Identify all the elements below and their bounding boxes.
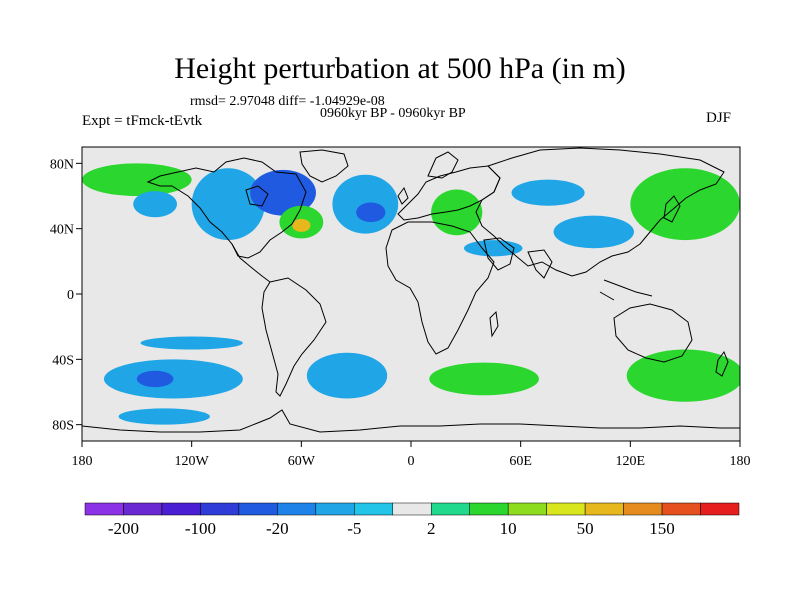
colorbar-label-2: -20 bbox=[266, 519, 289, 538]
coastlines bbox=[82, 147, 740, 433]
coastline-antarctica bbox=[82, 409, 740, 433]
colorbar-box-3 bbox=[200, 502, 240, 516]
y-tick-label-1: 40N bbox=[50, 223, 74, 238]
x-tick-label-5: 120E bbox=[616, 454, 646, 469]
coastline-australia bbox=[613, 303, 693, 363]
colorbar-label-1: -100 bbox=[185, 519, 216, 538]
colorbar-box-5 bbox=[277, 502, 317, 516]
coastline-maritime bbox=[599, 279, 653, 301]
x-tick-label-6: 180 bbox=[730, 454, 751, 469]
experiment-label: Expt = tFmck-tEvtk bbox=[82, 113, 203, 129]
anomaly-north-pacific-high-latitude bbox=[82, 163, 192, 197]
coastline-central-america bbox=[231, 243, 271, 283]
anomaly-subtropical-low-south bbox=[140, 336, 243, 350]
coastline-greenland bbox=[299, 149, 349, 183]
rmsd-diff-stats: rmsd= 2.97048 diff= -1.04929e-08 bbox=[190, 94, 385, 109]
coastline-africa bbox=[385, 221, 495, 355]
x-tick-label-2: 60W bbox=[288, 454, 316, 469]
colorbar-box-10 bbox=[469, 502, 509, 516]
colorbar-box-11 bbox=[507, 502, 547, 516]
coastline-arabia bbox=[483, 237, 515, 271]
anomaly-europe-high bbox=[431, 189, 483, 236]
colorbar: -200 -100 -20 -5 2 10 50 150 bbox=[84, 502, 740, 538]
coastline-madagascar bbox=[489, 310, 499, 338]
colorbar-label-7: 150 bbox=[649, 519, 675, 538]
anomaly-south-indian-high bbox=[429, 362, 539, 396]
colorbar-label-4: 2 bbox=[427, 519, 436, 538]
anomaly-siberia-low bbox=[511, 179, 585, 206]
coastline-south-america bbox=[261, 277, 327, 397]
x-tick-label-0: 180 bbox=[72, 454, 93, 469]
y-tick-label-3: 40S bbox=[52, 353, 74, 368]
y-tick-label-2: 0 bbox=[67, 288, 74, 303]
colorbar-box-14 bbox=[623, 502, 663, 516]
colorbar-label-6: 50 bbox=[577, 519, 594, 538]
anomaly-north-atlantic-low-core bbox=[356, 202, 386, 223]
y-tick-label-0: 80N bbox=[50, 157, 74, 172]
colorbar-box-7 bbox=[354, 502, 394, 516]
colorbar-box-16 bbox=[700, 502, 740, 516]
colorbar-box-13 bbox=[584, 502, 624, 516]
coastline-north-america bbox=[146, 157, 307, 259]
anomaly-south-atlantic-low bbox=[306, 352, 388, 399]
anomaly-field bbox=[82, 163, 740, 425]
colorbar-box-6 bbox=[315, 502, 355, 516]
colorbar-label-5: 10 bbox=[500, 519, 517, 538]
anomaly-south-west-pacific-high bbox=[626, 349, 740, 402]
coastline-hudson-bay bbox=[245, 185, 269, 207]
season-label: DJF bbox=[706, 110, 732, 126]
axis-ticks bbox=[76, 162, 741, 447]
anomaly-antarctic-low bbox=[118, 408, 210, 425]
coastline-british-isles bbox=[397, 186, 409, 205]
coastline-india bbox=[527, 249, 553, 279]
coastline-japan bbox=[663, 195, 681, 223]
anomaly-south-pacific-low-core bbox=[136, 370, 174, 388]
y-tick-label-4: 80S bbox=[52, 419, 74, 434]
colorbar-box-9 bbox=[430, 502, 470, 516]
time-period: 0960kyr BP - 0960kyr BP bbox=[320, 106, 466, 121]
colorbar-label-3: -5 bbox=[347, 519, 361, 538]
colorbar-box-1 bbox=[123, 502, 163, 516]
x-tick-label-4: 60E bbox=[509, 454, 532, 469]
x-tick-label-3: 0 bbox=[408, 454, 415, 469]
colorbar-box-0 bbox=[84, 502, 124, 516]
colorbar-box-8 bbox=[392, 502, 432, 516]
x-tick-label-1: 120W bbox=[175, 454, 210, 469]
colorbar-box-15 bbox=[661, 502, 701, 516]
anomaly-asia-low bbox=[553, 215, 634, 249]
map-title: Height perturbation at 500 hPa (in m) bbox=[174, 52, 626, 85]
anomaly-gulf-of-alaska bbox=[133, 191, 178, 218]
colorbar-box-2 bbox=[161, 502, 201, 516]
colorbar-label-0: -200 bbox=[108, 519, 139, 538]
coastline-asia bbox=[475, 147, 725, 277]
coastline-scandinavia bbox=[427, 151, 459, 179]
anomaly-east-asia-high bbox=[630, 168, 740, 241]
anomaly-northeast-us-high-core bbox=[292, 218, 311, 232]
colorbar-box-4 bbox=[238, 502, 278, 516]
colorbar-box-12 bbox=[546, 502, 586, 516]
coastline-new-zealand bbox=[715, 350, 729, 377]
